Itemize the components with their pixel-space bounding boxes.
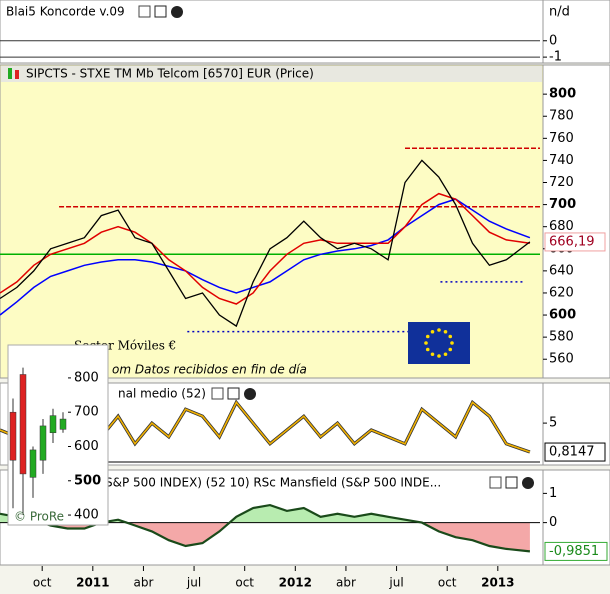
y-tick-label: -1 <box>549 50 562 65</box>
x-tick-label: abr <box>336 576 356 590</box>
current-value-label: 0,8147 <box>549 445 595 460</box>
y-tick-label: 600 <box>74 439 99 454</box>
y-tick-label: 760 <box>549 131 574 146</box>
price-line <box>0 159 531 328</box>
close-icon[interactable] <box>244 388 256 400</box>
flag-star <box>425 334 430 339</box>
fast-average-line <box>0 192 531 305</box>
positive-area <box>0 505 530 523</box>
y-tick-label: 0 <box>549 515 557 530</box>
rs-line <box>0 503 531 553</box>
y-tick-label: 720 <box>549 175 574 190</box>
y-tick-label: 0 <box>549 33 557 48</box>
flag-star <box>430 329 435 334</box>
flag-star <box>425 347 430 352</box>
flag-star <box>424 341 428 345</box>
current-value-box <box>544 442 606 462</box>
y-tick-label: 640 <box>549 263 574 278</box>
candle-body <box>59 418 67 430</box>
x-tick-label: 2013 <box>481 576 514 590</box>
status-label: n/d <box>549 5 570 20</box>
panel-title: nal medio (52) <box>118 387 206 401</box>
x-tick-label: jul <box>186 576 201 590</box>
close-icon[interactable] <box>522 477 534 489</box>
y-tick-label: 680 <box>549 219 574 234</box>
candle-body <box>9 411 17 461</box>
y-tick-label: 500 <box>74 473 101 488</box>
axis-background <box>542 64 610 379</box>
panel-title: SIPCTS - STXE TM Mb Telcom [6570] EUR (P… <box>26 67 314 81</box>
y-tick-label: 580 <box>549 330 574 345</box>
y-tick-label: 400 <box>74 508 99 523</box>
y-tick-label: 800 <box>74 370 99 385</box>
maximize-icon[interactable] <box>227 387 240 400</box>
candle-icon <box>15 70 19 79</box>
slow-average-line <box>0 198 531 316</box>
candle-body <box>39 425 47 461</box>
y-tick-label: 700 <box>549 197 576 212</box>
y-tick-label: 780 <box>549 109 574 124</box>
current-value-label: -0,9851 <box>549 544 599 559</box>
settings-icon[interactable] <box>211 387 224 400</box>
flag-star <box>448 347 453 352</box>
current-value-label: 666,19 <box>549 234 595 249</box>
candle-body <box>19 374 27 475</box>
flag-star <box>448 334 453 339</box>
data-note: om Datos recibidos en fin de día <box>112 363 307 377</box>
maximize-icon[interactable] <box>154 5 167 18</box>
y-tick-label: 800 <box>549 87 576 102</box>
y-tick-label: 5 <box>549 416 557 431</box>
y-tick-label: 600 <box>549 308 576 323</box>
panel-header <box>1 66 542 82</box>
x-tick-label: oct <box>438 576 457 590</box>
maximize-icon[interactable] <box>505 476 518 489</box>
y-tick-label: 560 <box>549 352 574 367</box>
current-value-box <box>544 232 606 252</box>
x-tick-label: oct <box>235 576 254 590</box>
y-tick-label: 620 <box>549 285 574 300</box>
panel-title: S&P 500 INDEX) (52 10) RSc Mansfield (S&… <box>105 476 441 490</box>
flag-star <box>437 328 441 332</box>
settings-icon[interactable] <box>138 5 151 18</box>
negative-area <box>42 522 530 552</box>
candle-body <box>49 415 57 434</box>
credit: © ProRe <box>14 510 64 524</box>
settings-icon[interactable] <box>489 476 502 489</box>
y-tick-label: 700 <box>74 405 99 420</box>
flag-star <box>450 341 454 345</box>
candle-icon <box>8 68 12 79</box>
x-tick-label: jul <box>388 576 403 590</box>
flag-star <box>437 354 441 358</box>
x-tick-label: oct <box>33 576 52 590</box>
current-value-box <box>544 541 608 561</box>
flag-star <box>430 352 435 357</box>
y-tick-label: 740 <box>549 153 574 168</box>
x-tick-label: abr <box>133 576 153 590</box>
close-icon[interactable] <box>171 6 183 18</box>
panel-background <box>0 0 544 64</box>
x-tick-label: 2012 <box>279 576 312 590</box>
flag-star <box>443 329 448 334</box>
x-tick-label: 2011 <box>76 576 109 590</box>
axis-background <box>542 0 610 64</box>
candle-body <box>29 449 37 478</box>
panel-title: Blai5 Koncorde v.09 <box>6 5 125 19</box>
y-tick-label: 1 <box>549 486 557 501</box>
flag-star <box>443 352 448 357</box>
